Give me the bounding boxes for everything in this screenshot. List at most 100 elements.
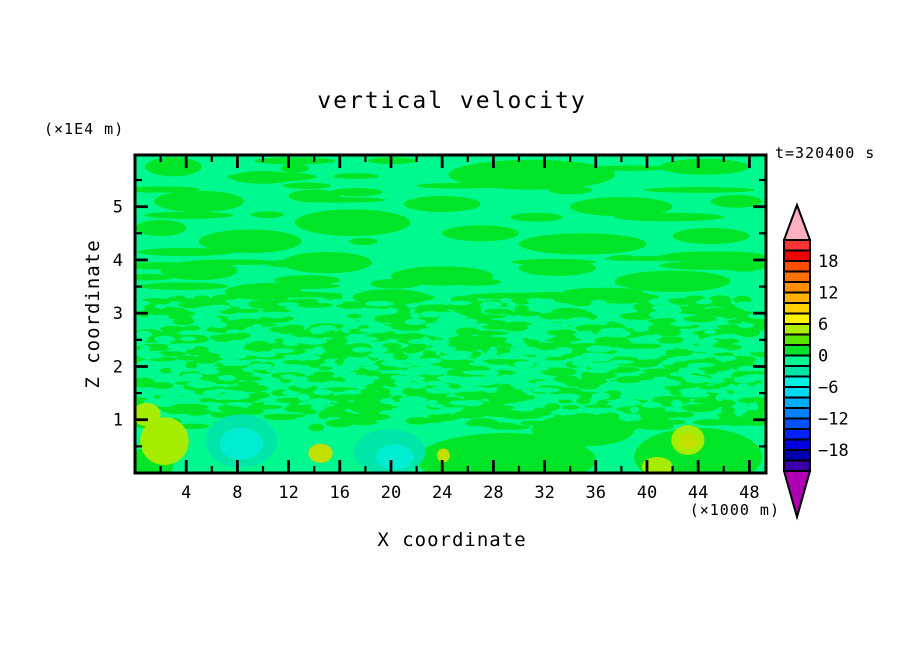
contour-blob (541, 368, 568, 376)
contour-blob (198, 368, 220, 375)
colorbar-cell (783, 281, 811, 294)
colorbar-cell (783, 312, 811, 325)
contour-blob (553, 294, 590, 304)
contour-blob (229, 299, 244, 308)
contour-blob (511, 382, 542, 389)
contour-blob (233, 308, 260, 313)
contour-blob (639, 390, 666, 397)
contour-blob (695, 300, 711, 305)
contour-blob (170, 389, 196, 395)
colorbar-cell (783, 449, 811, 462)
contour-blob (161, 406, 197, 414)
contour-blob (192, 408, 211, 415)
colorbar-cell (783, 438, 811, 451)
contour-blob (455, 327, 481, 336)
colorbar-cell (783, 344, 811, 357)
contour-blob (159, 367, 174, 374)
contour-blob (290, 376, 309, 381)
contour-blob (435, 375, 464, 381)
contour-blob (701, 325, 718, 330)
contour-blob (307, 398, 331, 406)
x-tick-label: 8 (232, 483, 242, 503)
contour-blob (614, 399, 642, 406)
colorbar: 18 12 6 0 −6 −12 −18 (782, 202, 849, 521)
contour-blob (470, 379, 496, 386)
contour-blob (370, 278, 421, 289)
contour-blob (282, 324, 305, 331)
contour-blob (359, 327, 389, 334)
contour-blob (464, 311, 485, 318)
contour-blob (727, 319, 743, 324)
contour-blob (263, 259, 348, 269)
contour-blob (308, 443, 333, 463)
contour-blob (295, 355, 307, 361)
contour-blob (364, 300, 394, 307)
y-axis-unit-label: (×1E4 m) (44, 120, 125, 138)
colorbar-cell (783, 428, 811, 441)
contour-blob (402, 346, 420, 354)
contour-blob (270, 348, 295, 354)
contour-blob (398, 401, 424, 409)
colorbar-cell (783, 333, 811, 346)
contour-blob (313, 310, 334, 315)
contour-blob (433, 311, 461, 316)
contour-blob (239, 282, 341, 290)
contour-blob (733, 376, 757, 384)
contour-blob (330, 298, 344, 306)
colorbar-cell (783, 365, 811, 378)
colorbar-cell (783, 396, 811, 409)
colorbar-cell (783, 302, 811, 315)
contour-blob (574, 318, 586, 325)
contour-blob (367, 322, 385, 329)
contour-blob (576, 397, 591, 405)
contour-blob (505, 311, 543, 317)
contour-blob (170, 367, 195, 373)
contour-blob (734, 301, 754, 309)
contour-blob (323, 294, 343, 301)
contour-blob (247, 404, 283, 410)
contour-blob (332, 173, 380, 180)
contour-blob (310, 403, 326, 411)
contour-blob (608, 255, 638, 261)
contour-blob (678, 433, 697, 450)
contour-blob (192, 358, 218, 364)
contour-blob (309, 326, 326, 335)
contour-blob (618, 350, 632, 355)
contour-blob (465, 292, 574, 300)
contour-blob (221, 359, 237, 367)
contour-blob (322, 380, 345, 387)
contour-blob (135, 262, 214, 270)
contour-blob (532, 333, 553, 341)
contour-blob (710, 194, 763, 208)
contour-blob (219, 427, 263, 460)
contour-blob (210, 321, 228, 329)
colorbar-label: 18 (818, 252, 838, 272)
contour-blob (226, 329, 241, 334)
contour-blob (670, 321, 696, 327)
contour-blob (679, 387, 709, 396)
contour-blob (387, 333, 409, 339)
y-tick-label: 3 (113, 304, 123, 324)
contour-blob (140, 345, 151, 350)
contour-blob (410, 312, 421, 319)
contour-blob (135, 402, 161, 427)
contour-blob (667, 251, 761, 257)
contour-blob (717, 327, 752, 334)
contour-blob (679, 367, 700, 373)
contour-blob (399, 396, 427, 404)
contour-blob (681, 374, 698, 380)
contour-blob (532, 398, 560, 404)
contour-blob (548, 186, 593, 195)
contour-blob (448, 335, 486, 344)
x-tick-label: 24 (432, 483, 452, 503)
contour-blob (478, 336, 510, 345)
contour-blob (416, 433, 596, 473)
contour-blob (158, 319, 168, 326)
contour-blob (347, 313, 362, 319)
contour-blob (139, 380, 154, 387)
contour-blob (198, 297, 226, 305)
colorbar-cell (783, 239, 811, 252)
contour-blob (481, 358, 520, 365)
contour-blob (648, 311, 668, 319)
